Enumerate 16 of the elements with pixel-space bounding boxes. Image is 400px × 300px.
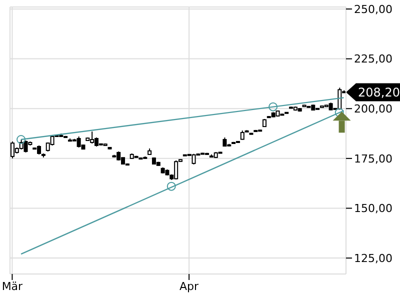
y-tick-label: 125,00 (354, 252, 392, 265)
y-tick-label: 250,00 (354, 2, 392, 16)
candlestick (76, 136, 81, 148)
y-tick-label: 175,00 (354, 152, 392, 166)
point (16, 135, 26, 144)
point (166, 182, 176, 191)
y-tick-label: 150,00 (354, 202, 392, 216)
point (334, 108, 344, 118)
y-tick-label: 200,00 (354, 102, 392, 116)
candlestick (24, 140, 28, 153)
x-tick-label: Mär (2, 280, 24, 293)
x-tick-label: Apr (180, 280, 200, 293)
candlestick (192, 153, 196, 165)
point (268, 102, 278, 112)
y-tick-label: 225,00 (354, 52, 392, 66)
text: 208,20 (358, 85, 400, 100)
